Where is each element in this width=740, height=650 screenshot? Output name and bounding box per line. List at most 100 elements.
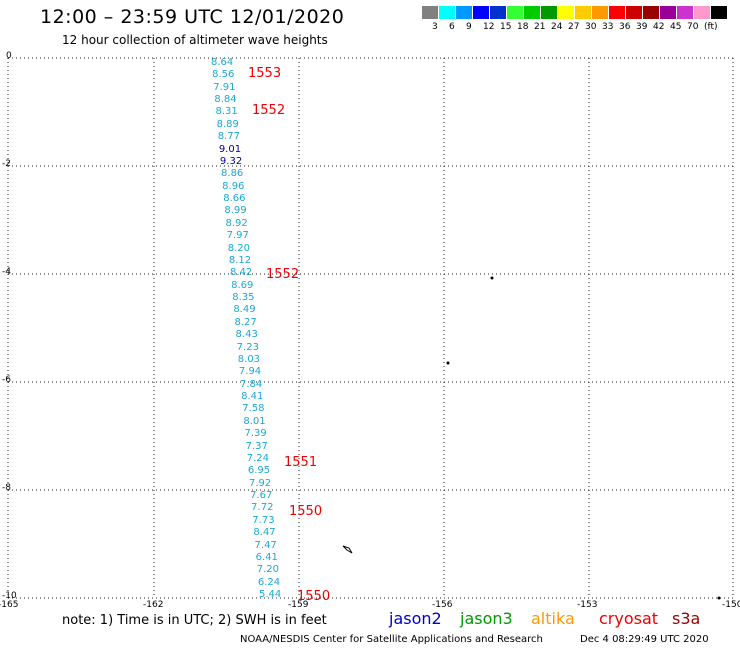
- wave-height-value: 7.84: [240, 378, 263, 390]
- pass-number-label: 1550: [289, 504, 323, 519]
- wave-height-value: 8.69: [231, 279, 254, 291]
- wave-height-value: 9.32: [219, 155, 243, 167]
- wave-height-value: 7.58: [242, 403, 265, 415]
- wave-height-value: 7.91: [213, 81, 236, 93]
- y-tick-label: -10: [2, 591, 17, 601]
- wave-height-value: 7.24: [246, 452, 269, 464]
- island-feature: [490, 276, 494, 280]
- x-tick-label: -150: [722, 600, 740, 610]
- timestamp-text: Dec 4 08:29:49 UTC 2020: [580, 634, 709, 645]
- wave-height-value: 7.47: [254, 539, 277, 551]
- legend-swatch: [490, 6, 506, 19]
- pass-number-label: 1552: [252, 103, 286, 118]
- legend-label: 9: [466, 22, 472, 32]
- wave-height-value: 7.92: [248, 477, 272, 489]
- footer-note: note: 1) Time is in UTC; 2) SWH is in fe…: [62, 613, 327, 628]
- y-tick-label: -4: [2, 267, 11, 277]
- legend-swatch: [592, 6, 608, 19]
- wave-height-value: 8.49: [233, 304, 256, 316]
- island-feature: [446, 361, 450, 365]
- wave-height-value: 8.84: [214, 94, 237, 106]
- wave-height-value: 8.42: [229, 267, 253, 279]
- legend-swatch: [541, 6, 557, 19]
- wave-height-value: 7.37: [245, 440, 268, 452]
- pass-number-label: 1553: [248, 66, 282, 81]
- satellite-label-altika: altika: [531, 609, 575, 628]
- legend-swatch: [507, 6, 523, 19]
- legend-label: 6: [449, 22, 455, 32]
- wave-height-value: 8.27: [234, 316, 257, 328]
- satellite-label-cryosat: cryosat: [599, 609, 659, 628]
- legend-label: 15: [500, 22, 512, 32]
- legend-swatch: [473, 6, 489, 19]
- legend-label: 30: [585, 22, 597, 32]
- wave-height-value: 7.94: [238, 366, 262, 378]
- legend-swatch: [558, 6, 574, 19]
- map-subtitle: 12 hour collection of altimeter wave hei…: [62, 33, 328, 47]
- legend-label: 42: [653, 22, 665, 32]
- legend-label: 39: [636, 22, 648, 32]
- legend-label: 36: [619, 22, 631, 32]
- wave-height-value: 7.97: [226, 230, 249, 242]
- legend-label: 12: [483, 22, 495, 32]
- legend-swatch: [660, 6, 676, 19]
- wave-height-value: 8.41: [241, 391, 264, 403]
- y-tick-label: -6: [2, 375, 11, 385]
- wave-height-value: 7.72: [251, 502, 274, 514]
- wave-height-value: 7.39: [244, 428, 267, 440]
- legend-label: 21: [534, 22, 546, 32]
- y-tick-label: -2: [2, 159, 11, 169]
- credit-text: NOAA/NESDIS Center for Satellite Applica…: [240, 634, 543, 645]
- pass-number-label: 1552: [266, 267, 300, 282]
- wave-height-value: 6.41: [255, 551, 278, 563]
- legend-swatch: [575, 6, 591, 19]
- satellite-label-jason3: jason3: [460, 609, 513, 628]
- x-tick-label: -159: [288, 600, 309, 610]
- y-tick-label: 0: [6, 51, 12, 61]
- wave-height-value: 8.35: [232, 292, 255, 304]
- legend-label: 27: [568, 22, 580, 32]
- x-tick-label: -156: [432, 600, 453, 610]
- legend-swatch: [677, 6, 693, 19]
- x-tick-label: -162: [143, 600, 164, 610]
- pass-number-label: 1551: [284, 455, 318, 470]
- legend-swatch: [694, 6, 710, 19]
- legend-swatch: [711, 6, 727, 19]
- wave-height-value: 8.92: [225, 217, 248, 229]
- legend-swatch: [626, 6, 642, 19]
- wave-height-value: 8.20: [227, 242, 250, 254]
- wave-height-value: 8.96: [222, 180, 245, 192]
- map-title: 12:00 – 23:59 UTC 12/01/2020: [40, 6, 345, 28]
- legend-label: 18: [517, 22, 529, 32]
- island-feature: [342, 545, 353, 554]
- satellite-label-s3a: s3a: [672, 609, 701, 628]
- y-tick-label: -8: [2, 483, 11, 493]
- wave-height-value: 8.66: [223, 193, 246, 205]
- wave-height-value: 8.99: [224, 205, 247, 217]
- legend-label: 24: [551, 22, 563, 32]
- legend-swatch: [439, 6, 455, 19]
- wave-height-value: 8.31: [215, 106, 238, 118]
- wave-height-value: 8.77: [217, 131, 240, 143]
- wave-height-value: 8.01: [243, 415, 266, 427]
- island-feature: [717, 596, 721, 600]
- wave-height-value: 9.01: [218, 143, 242, 155]
- satellite-label-jason2: jason2: [389, 609, 442, 628]
- legend-label: 70: [687, 22, 699, 32]
- wave-height-value: 7.73: [252, 514, 275, 526]
- wave-height-value: 7.67: [250, 490, 273, 502]
- wave-height-value: 8.56: [212, 69, 235, 81]
- wave-height-value: 8.64: [211, 57, 234, 68]
- legend-label: 33: [602, 22, 614, 32]
- wave-height-value: 8.12: [228, 254, 252, 266]
- wave-height-value: 6.24: [257, 576, 281, 588]
- legend-swatch: [456, 6, 472, 19]
- wave-height-value: 8.89: [216, 118, 239, 130]
- wave-height-value: 7.20: [256, 564, 280, 576]
- wave-height-value: 6.95: [247, 465, 271, 477]
- legend-label: 3: [432, 22, 438, 32]
- legend-swatch: [643, 6, 659, 19]
- legend-swatch: [524, 6, 540, 19]
- legend-label: 45: [670, 22, 682, 32]
